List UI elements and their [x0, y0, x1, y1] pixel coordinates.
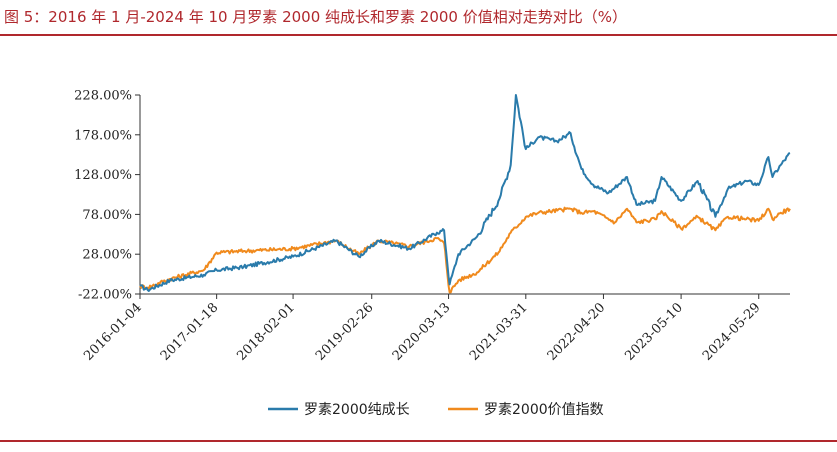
y-tick-label: 228.00%: [74, 89, 132, 104]
x-tick-label: 2024-05-29: [700, 300, 764, 364]
chart-title: 图 5：2016 年 1 月-2024 年 10 月罗素 2000 纯成长和罗素…: [4, 8, 627, 26]
chart-axes: [139, 95, 790, 295]
y-tick-label: 28.00%: [82, 248, 132, 263]
x-tick-label: 2018-02-01: [234, 300, 298, 364]
legend: 罗素2000纯成长 罗素2000价值指数: [268, 402, 604, 418]
series-line-value: [139, 206, 791, 294]
top-divider: [0, 34, 837, 36]
x-tick-label: 2022-04-20: [545, 300, 609, 364]
legend-label: 罗素2000价值指数: [484, 402, 604, 418]
y-tick-label: 128.00%: [74, 168, 132, 183]
bottom-divider: [0, 440, 837, 442]
y-tick-group: 228.00% 178.00% 128.00% 78.00% 28.00% -22.00%: [74, 89, 140, 303]
x-tick-label: 2023-05-10: [622, 300, 686, 364]
series-line-pure-growth: [139, 94, 791, 292]
y-tick-label: -22.00%: [78, 288, 132, 303]
x-tick-label: 2020-03-13: [390, 300, 454, 364]
x-tick-label: 2021-03-31: [467, 300, 531, 364]
x-tick-group: 2016-01-04 2017-01-18 2018-02-01 2019-02-26…: [81, 294, 764, 364]
series-group: [139, 94, 791, 294]
x-tick-label: 2019-02-26: [313, 300, 377, 364]
x-tick-label: 2016-01-04: [81, 300, 145, 364]
y-tick-label: 178.00%: [74, 128, 132, 143]
x-tick-label: 2017-01-18: [158, 300, 222, 364]
y-tick-label: 78.00%: [82, 208, 132, 223]
legend-label: 罗素2000纯成长: [304, 402, 410, 418]
